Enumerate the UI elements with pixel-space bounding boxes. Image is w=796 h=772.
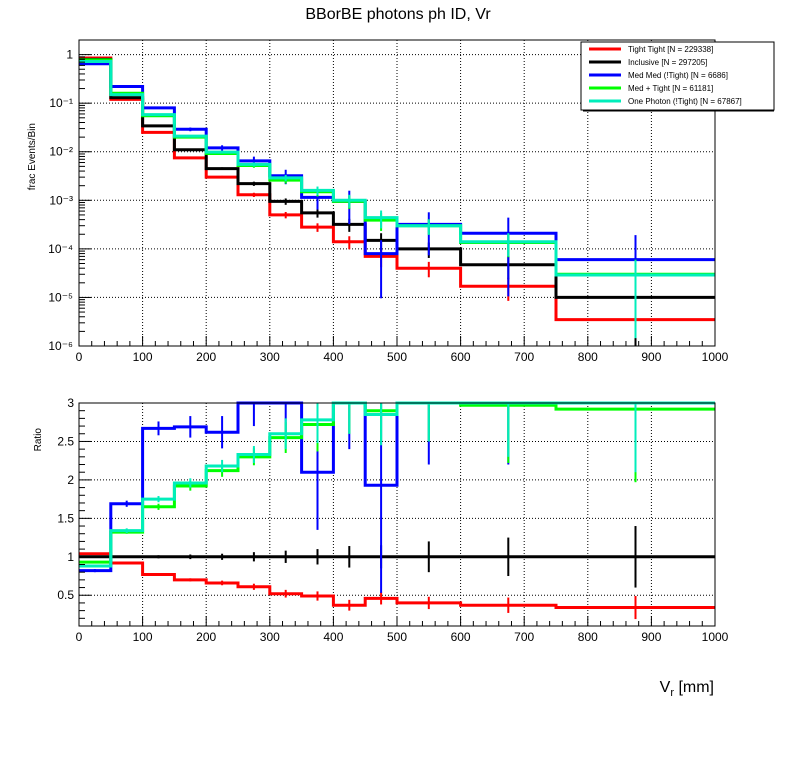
bottom-series-line-4: [79, 401, 715, 568]
top-y-tick-label: 1: [66, 48, 73, 62]
top-x-tick-label: 900: [641, 350, 661, 364]
top-x-tick-label: 0: [76, 350, 83, 364]
bottom-y-tick-label: 1: [67, 550, 74, 564]
top-ylabel: frac Events/Bin: [27, 123, 38, 190]
legend-label-3: Med + Tight [N = 61181]: [628, 84, 713, 93]
bottom-x-tick-label: 1000: [702, 630, 729, 644]
top-x-tick-label: 100: [133, 350, 153, 364]
top-y-tick-label: 10⁻⁶: [48, 339, 73, 353]
bottom-x-tick-label: 100: [133, 630, 153, 644]
x-axis-title: Vr [mm]: [660, 679, 714, 699]
top-x-tick-label: 200: [196, 350, 216, 364]
top-x-tick-label: 600: [451, 350, 471, 364]
bottom-panel: 0.5 1 1.5 2 2.5 3 0 100 200 300 400 500 600 700 800 900…: [57, 396, 728, 644]
bottom-y-tick-label: 2: [67, 473, 74, 487]
top-x-tick-label: 700: [514, 350, 534, 364]
bottom-x-tick-label: 800: [578, 630, 598, 644]
top-x-tick-label: 800: [578, 350, 598, 364]
bottom-x-tick-label: 400: [323, 630, 343, 644]
bottom-x-tick-label: 300: [260, 630, 280, 644]
bottom-x-tick-label: 500: [387, 630, 407, 644]
top-y-tick-label: 10⁻¹: [49, 96, 73, 110]
top-y-tick-label: 10⁻⁵: [48, 290, 73, 304]
bottom-y-tick-label: 3: [67, 396, 74, 410]
bottom-x-tick-label: 200: [196, 630, 216, 644]
legend-label-1: Inclusive [N = 297205]: [628, 58, 707, 67]
x-axis-title-main: V: [660, 679, 671, 696]
bottom-x-tick-label: 900: [641, 630, 661, 644]
bottom-x-tick-label: 0: [76, 630, 83, 644]
top-y-tick-label: 10⁻⁴: [48, 242, 73, 256]
bottom-x-tick-label: 700: [514, 630, 534, 644]
bottom-y-tick-label: 0.5: [57, 588, 74, 602]
legend-label-4: One Photon (!Tight) [N = 67867]: [628, 97, 742, 106]
x-axis-title-sub: r: [670, 687, 674, 699]
legend-label-2: Med Med (!Tight) [N = 6686]: [628, 71, 728, 80]
top-x-tick-label: 300: [260, 350, 280, 364]
top-x-tick-label: 400: [323, 350, 343, 364]
bottom-y-tick-label: 1.5: [57, 511, 74, 525]
x-axis-title-unit: [mm]: [674, 679, 714, 696]
top-y-tick-label: 10⁻³: [49, 193, 73, 207]
bottom-y-tick-label: 2.5: [57, 434, 74, 448]
top-y-tick-label: 10⁻²: [49, 145, 73, 159]
top-x-tick-label: 500: [387, 350, 407, 364]
legend: Tight Tight [N = 229338] Inclusive [N = 2…: [580, 41, 775, 112]
chart-title: BBorBE photons ph ID, Vr: [305, 6, 491, 23]
legend-label-0: Tight Tight [N = 229338]: [628, 45, 713, 54]
bottom-ylabel: Ratio: [33, 428, 44, 452]
bottom-x-tick-label: 600: [451, 630, 471, 644]
top-x-tick-label: 1000: [702, 350, 729, 364]
